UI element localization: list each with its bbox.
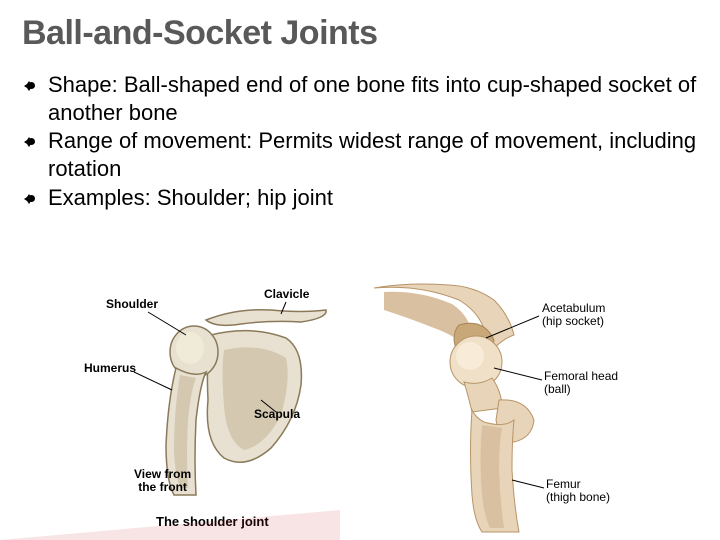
label-scapula: Scapula bbox=[254, 408, 300, 421]
bullet-item: Examples: Shoulder; hip joint bbox=[48, 184, 700, 212]
bullet-list: Shape: Ball-shaped end of one bone fits … bbox=[0, 53, 720, 212]
label-shoulder: Shoulder bbox=[106, 298, 158, 311]
shoulder-svg bbox=[76, 280, 356, 535]
shoulder-diagram: Shoulder Clavicle Humerus Scapula View f… bbox=[76, 280, 356, 535]
decorative-triangle bbox=[0, 510, 340, 540]
bullet-marker-icon bbox=[24, 81, 34, 91]
bullet-text: Shape: Ball-shaped end of one bone fits … bbox=[48, 72, 696, 125]
label-femoral-head: Femoral head (ball) bbox=[544, 370, 618, 396]
label-view: View from the front bbox=[134, 468, 191, 494]
bullet-item: Shape: Ball-shaped end of one bone fits … bbox=[48, 71, 700, 127]
hip-diagram: Acetabulum (hip socket) Femoral head (ba… bbox=[364, 280, 644, 535]
bullet-text: Range of movement: Permits widest range … bbox=[48, 128, 696, 181]
bullet-marker-icon bbox=[24, 194, 34, 204]
label-humerus: Humerus bbox=[84, 362, 136, 375]
label-clavicle: Clavicle bbox=[264, 288, 309, 301]
bullet-item: Range of movement: Permits widest range … bbox=[48, 127, 700, 183]
bullet-marker-icon bbox=[24, 137, 34, 147]
diagram-row: Shoulder Clavicle Humerus Scapula View f… bbox=[0, 280, 720, 540]
slide-title: Ball-and-Socket Joints bbox=[0, 0, 720, 53]
bullet-text: Examples: Shoulder; hip joint bbox=[48, 185, 333, 210]
label-femur: Femur (thigh bone) bbox=[546, 478, 610, 504]
label-acetabulum: Acetabulum (hip socket) bbox=[542, 302, 605, 328]
